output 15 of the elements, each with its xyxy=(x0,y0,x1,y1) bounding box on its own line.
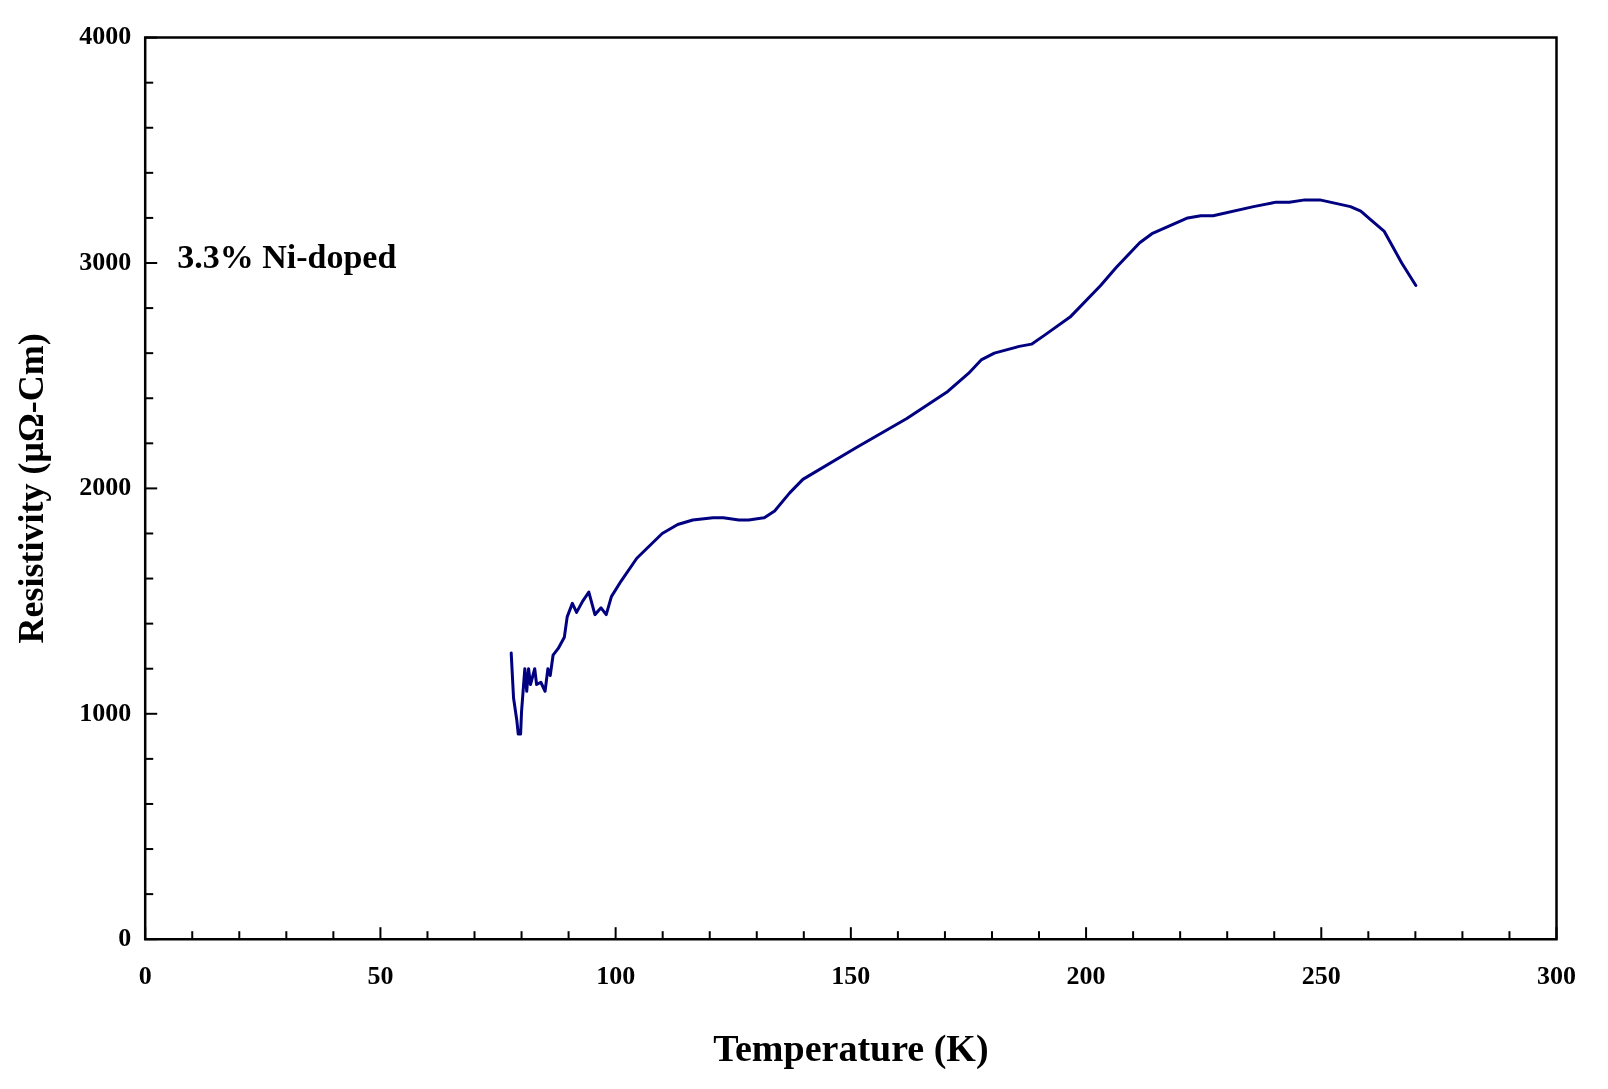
y-tick-label: 0 xyxy=(118,922,132,952)
y-tick-label: 3000 xyxy=(79,246,132,276)
y-tick-label: 4000 xyxy=(79,21,132,51)
x-tick-label: 200 xyxy=(1066,960,1106,990)
x-axis-title: Temperature (K) xyxy=(713,1027,989,1071)
x-tick-label: 300 xyxy=(1537,960,1576,990)
x-tick-label: 250 xyxy=(1301,960,1341,990)
annotation: 3.3% Ni-doped xyxy=(177,238,397,276)
y-tick-label: 2000 xyxy=(79,472,132,502)
y-tick-label: 1000 xyxy=(79,697,132,727)
x-tick-label: 50 xyxy=(367,960,394,990)
y-axis-title: Resistivity (μΩ-Cm) xyxy=(10,333,51,644)
x-tick-label: 0 xyxy=(138,960,152,990)
x-tick-label: 100 xyxy=(596,960,636,990)
x-tick-label: 150 xyxy=(831,960,871,990)
